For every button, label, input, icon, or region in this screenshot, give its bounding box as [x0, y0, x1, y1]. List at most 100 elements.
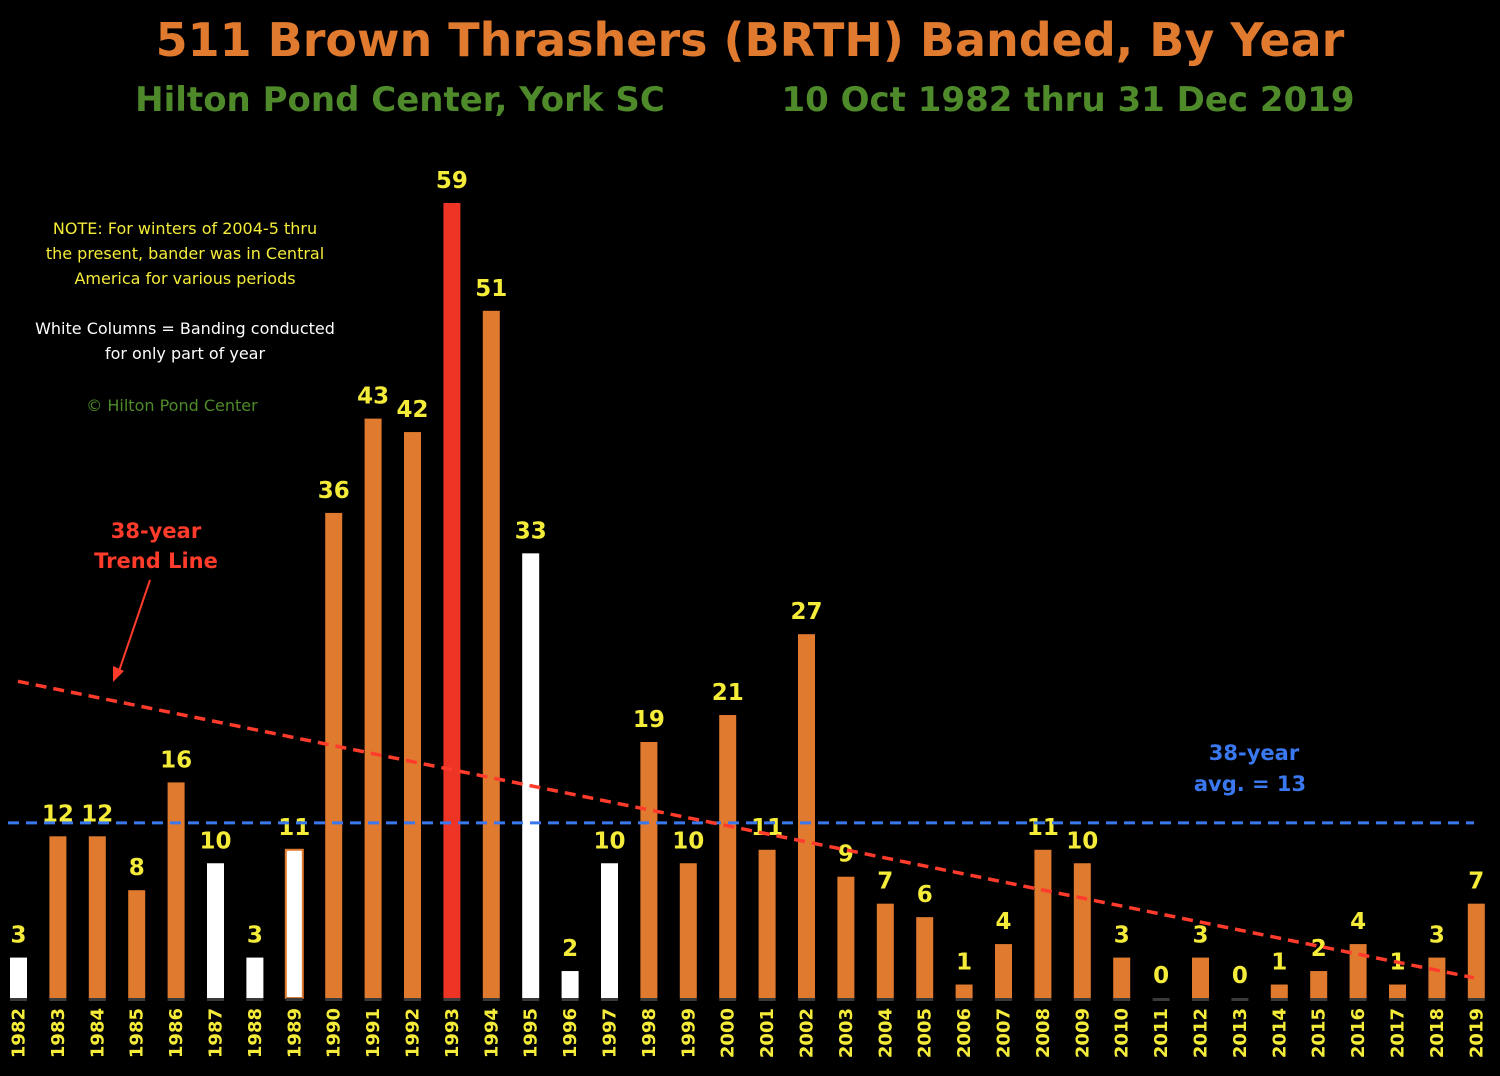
- x-axis-tick-labels: 1982 1983 1984 1985 1986 1987 1988 1989 1990 1991…: [9, 1008, 1488, 1058]
- value-label-1997: 10: [593, 828, 625, 854]
- value-label-2014: 1: [1271, 950, 1287, 976]
- bar-base-1994: [482, 998, 500, 1001]
- tick-label-2008: 2008: [1033, 1008, 1054, 1058]
- bar-1992: [404, 432, 421, 998]
- copyright-note: © Hilton Pond Center: [86, 396, 258, 415]
- bar-base-2003: [837, 998, 855, 1001]
- bar-base-2015: [1310, 998, 1328, 1001]
- bar-base-1993: [443, 998, 461, 1001]
- bar-base-1991: [364, 998, 382, 1001]
- chart-title: 511 Brown Thrashers (BRTH) Banded, By Ye…: [156, 13, 1345, 67]
- tick-label-1988: 1988: [245, 1008, 266, 1058]
- bar-base-2001: [758, 998, 776, 1001]
- bar-2005: [916, 917, 934, 998]
- tick-label-1994: 1994: [481, 1008, 502, 1058]
- bar-1998: [640, 741, 658, 998]
- bar-base-2006: [955, 998, 973, 1001]
- value-label-1995: 33: [515, 518, 547, 544]
- value-label-2006: 1: [956, 950, 972, 976]
- tick-label-2016: 2016: [1348, 1008, 1369, 1058]
- value-label-2012: 3: [1192, 923, 1208, 949]
- bar-1985: [128, 890, 146, 998]
- bar-base-2018: [1428, 998, 1446, 1001]
- value-labels: 312 1281610311364342595133210191021112797…: [10, 168, 1484, 989]
- value-label-2005: 6: [917, 882, 933, 908]
- tick-label-2012: 2012: [1191, 1008, 1212, 1058]
- bar-base-1988: [246, 998, 264, 1001]
- tick-label-2015: 2015: [1309, 1008, 1330, 1058]
- bar-base-1983: [49, 998, 67, 1001]
- bar-base-2004: [876, 998, 894, 1001]
- tick-label-1989: 1989: [284, 1008, 305, 1058]
- value-label-2010: 3: [1114, 923, 1130, 949]
- trend-line: [17, 679, 1475, 980]
- legend-note-line-2: for only part of year: [105, 344, 266, 363]
- bar-2012: [1192, 957, 1209, 998]
- tick-label-1982: 1982: [9, 1008, 30, 1058]
- bar-base-1995: [522, 998, 540, 1001]
- bar-2014: [1270, 984, 1288, 998]
- tick-label-2000: 2000: [718, 1008, 739, 1058]
- chart-subtitle-dates: 10 Oct 1982 thru 31 Dec 2019: [781, 80, 1354, 120]
- value-label-1994: 51: [475, 276, 507, 302]
- tick-label-2011: 2011: [1151, 1008, 1172, 1058]
- bar-base-2009: [1073, 998, 1091, 1001]
- tick-label-2009: 2009: [1072, 1008, 1093, 1058]
- value-label-2003: 9: [838, 842, 854, 868]
- value-label-2018: 3: [1429, 923, 1445, 949]
- note-line-1: NOTE: For winters of 2004-5 thru: [53, 219, 317, 238]
- bar-1994: [482, 310, 500, 998]
- trend-label-arrow: [113, 579, 151, 682]
- bar-2001: [758, 849, 776, 998]
- bar-2015: [1310, 971, 1328, 998]
- value-label-2016: 4: [1350, 909, 1366, 935]
- note-line-3: America for various periods: [74, 269, 295, 288]
- bar-2002: [798, 634, 815, 998]
- bar-1988: [246, 957, 264, 998]
- bar-1991: [364, 418, 382, 998]
- tick-label-2014: 2014: [1269, 1008, 1290, 1058]
- tick-label-1995: 1995: [521, 1008, 542, 1058]
- trend-label-line-1: 38-year: [111, 519, 202, 543]
- average-label-line-1: 38-year: [1209, 741, 1300, 765]
- bar-base-2000: [719, 998, 737, 1001]
- tick-label-2001: 2001: [757, 1008, 778, 1058]
- value-label-1987: 10: [199, 828, 231, 854]
- tick-label-1992: 1992: [403, 1008, 424, 1058]
- value-label-1982: 3: [10, 923, 26, 949]
- bar-2000: [719, 715, 737, 998]
- tick-label-1990: 1990: [324, 1008, 345, 1058]
- bar-2019: [1467, 903, 1485, 998]
- value-label-2009: 10: [1066, 828, 1098, 854]
- bar-1989: [284, 848, 304, 999]
- value-label-1985: 8: [129, 855, 145, 881]
- tick-label-2006: 2006: [954, 1008, 975, 1058]
- bar-base-2005: [916, 998, 934, 1001]
- bar-2003: [837, 876, 855, 998]
- value-label-1996: 2: [562, 936, 578, 962]
- bar-1984: [88, 836, 106, 998]
- value-label-2019: 7: [1468, 869, 1484, 895]
- value-label-2007: 4: [995, 909, 1011, 935]
- bar-base-2014: [1270, 998, 1288, 1001]
- value-label-1986: 16: [160, 747, 192, 773]
- bar-base-1984: [88, 998, 106, 1001]
- bar-2017: [1389, 984, 1406, 998]
- bar-base-2010: [1113, 998, 1131, 1001]
- bar-base-2007: [995, 998, 1012, 1001]
- bar-1986: [167, 782, 185, 998]
- tick-label-1999: 1999: [678, 1008, 699, 1058]
- bar-2004: [876, 903, 894, 998]
- bar-1995: [522, 553, 540, 998]
- tick-label-2018: 2018: [1427, 1008, 1448, 1058]
- bar-base-1987: [207, 998, 224, 1001]
- bar-base-1997: [601, 998, 618, 1001]
- bar-2008: [1034, 849, 1052, 998]
- bar-base-2013: [1231, 998, 1249, 1001]
- tick-label-2010: 2010: [1112, 1008, 1133, 1058]
- tick-label-2003: 2003: [836, 1008, 857, 1058]
- bar-1999: [679, 863, 697, 998]
- tick-label-1996: 1996: [560, 1008, 581, 1058]
